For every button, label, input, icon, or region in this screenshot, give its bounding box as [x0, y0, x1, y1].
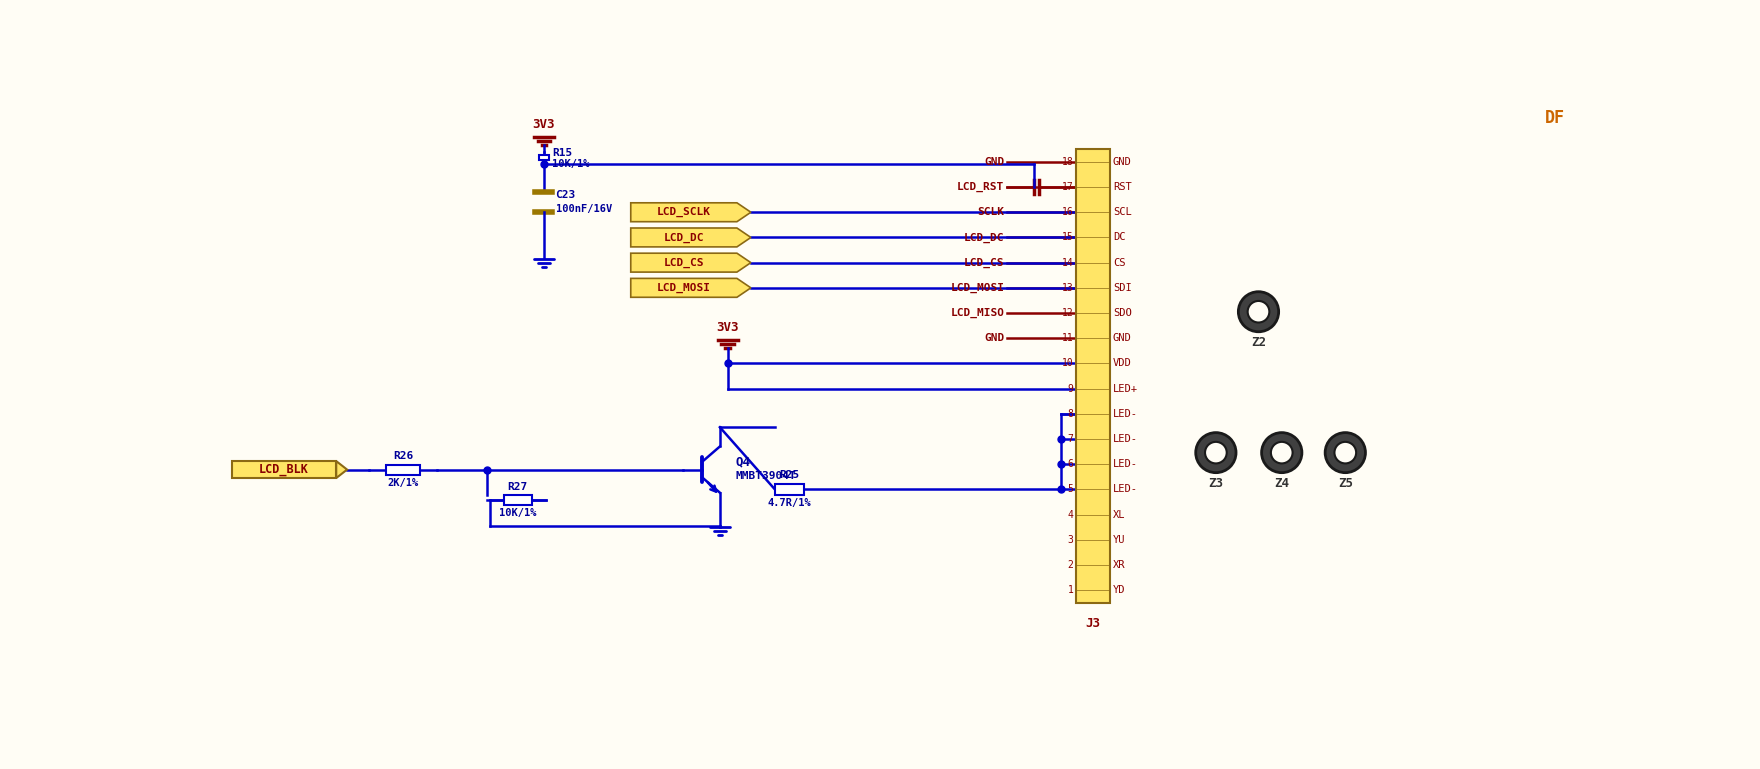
Text: 11: 11 [1061, 333, 1074, 343]
Text: 10K/1%: 10K/1% [553, 158, 590, 168]
Circle shape [1262, 433, 1302, 473]
Text: C23: C23 [556, 190, 576, 200]
Text: 14: 14 [1061, 258, 1074, 268]
Text: J3: J3 [1086, 617, 1100, 630]
Text: 10: 10 [1061, 358, 1074, 368]
Polygon shape [336, 461, 347, 478]
Text: R27: R27 [507, 481, 528, 491]
Text: LCD_CS: LCD_CS [664, 258, 704, 268]
Text: 9: 9 [1067, 384, 1074, 394]
Text: VDD: VDD [1112, 358, 1132, 368]
Bar [539, 155, 549, 160]
Text: SDI: SDI [1112, 283, 1132, 293]
Text: DC: DC [1112, 232, 1125, 242]
Text: 4: 4 [1067, 510, 1074, 520]
Text: 7: 7 [1067, 434, 1074, 444]
Bar [232, 461, 336, 478]
Text: 17: 17 [1061, 182, 1074, 192]
Text: LED-: LED- [1112, 409, 1137, 419]
Text: R25: R25 [780, 470, 799, 480]
Text: MMBT3904T: MMBT3904T [736, 471, 796, 481]
Text: 100nF/16V: 100nF/16V [556, 204, 612, 214]
Text: LCD_SCLK: LCD_SCLK [656, 207, 711, 218]
Circle shape [1195, 433, 1236, 473]
Polygon shape [630, 203, 752, 221]
Text: LCD_DC: LCD_DC [664, 232, 704, 242]
Text: R15: R15 [553, 148, 572, 158]
Text: LED-: LED- [1112, 434, 1137, 444]
Text: GND: GND [1112, 333, 1132, 343]
Text: GND: GND [984, 333, 1005, 343]
Text: XL: XL [1112, 510, 1125, 520]
Polygon shape [630, 253, 752, 272]
Text: SDO: SDO [1112, 308, 1132, 318]
Text: GND: GND [984, 157, 1005, 167]
Text: LCD_RST: LCD_RST [957, 182, 1005, 192]
Text: SCLK: SCLK [977, 208, 1005, 218]
Text: 2: 2 [1067, 560, 1074, 570]
Text: 10K/1%: 10K/1% [498, 508, 537, 518]
Text: DF: DF [1545, 109, 1565, 127]
Text: LCD_BLK: LCD_BLK [259, 463, 308, 476]
Text: SCL: SCL [1112, 208, 1132, 218]
Bar [503, 495, 532, 505]
Text: 8: 8 [1067, 409, 1074, 419]
Text: GND: GND [1112, 157, 1132, 167]
Text: LCD_MOSI: LCD_MOSI [950, 283, 1005, 293]
Text: LED-: LED- [1112, 484, 1137, 494]
Circle shape [1334, 442, 1357, 464]
Text: Z5: Z5 [1338, 478, 1353, 491]
Text: 4.7R/1%: 4.7R/1% [767, 498, 811, 508]
Bar [774, 484, 804, 494]
Text: LCD_MOSI: LCD_MOSI [656, 283, 711, 293]
Text: YU: YU [1112, 534, 1125, 544]
Bar [385, 464, 421, 474]
Text: 6: 6 [1067, 459, 1074, 469]
Text: YD: YD [1112, 585, 1125, 595]
Text: LED+: LED+ [1112, 384, 1137, 394]
Text: 16: 16 [1061, 208, 1074, 218]
Text: 5: 5 [1067, 484, 1074, 494]
Text: LED-: LED- [1112, 459, 1137, 469]
Circle shape [1206, 442, 1227, 464]
Text: 1: 1 [1067, 585, 1074, 595]
Text: CS: CS [1112, 258, 1125, 268]
Text: Z2: Z2 [1251, 336, 1265, 349]
Text: LCD_MISO: LCD_MISO [950, 308, 1005, 318]
Circle shape [1239, 291, 1280, 331]
Text: 2K/1%: 2K/1% [387, 478, 419, 488]
Text: 3V3: 3V3 [533, 118, 554, 131]
Circle shape [1248, 301, 1269, 322]
Text: Z3: Z3 [1209, 478, 1223, 491]
Text: Z4: Z4 [1274, 478, 1290, 491]
Text: 12: 12 [1061, 308, 1074, 318]
Text: Q4: Q4 [736, 455, 750, 468]
Polygon shape [630, 278, 752, 298]
Text: 18: 18 [1061, 157, 1074, 167]
Bar [1077, 149, 1111, 603]
Text: RST: RST [1112, 182, 1132, 192]
Text: R26: R26 [392, 451, 414, 461]
Text: XR: XR [1112, 560, 1125, 570]
Text: LCD_CS: LCD_CS [964, 258, 1005, 268]
Circle shape [1325, 433, 1366, 473]
Text: 3: 3 [1067, 534, 1074, 544]
Circle shape [1271, 442, 1292, 464]
Text: 15: 15 [1061, 232, 1074, 242]
Polygon shape [630, 228, 752, 247]
Text: 3V3: 3V3 [716, 321, 739, 335]
Text: LCD_DC: LCD_DC [964, 232, 1005, 242]
Text: 13: 13 [1061, 283, 1074, 293]
